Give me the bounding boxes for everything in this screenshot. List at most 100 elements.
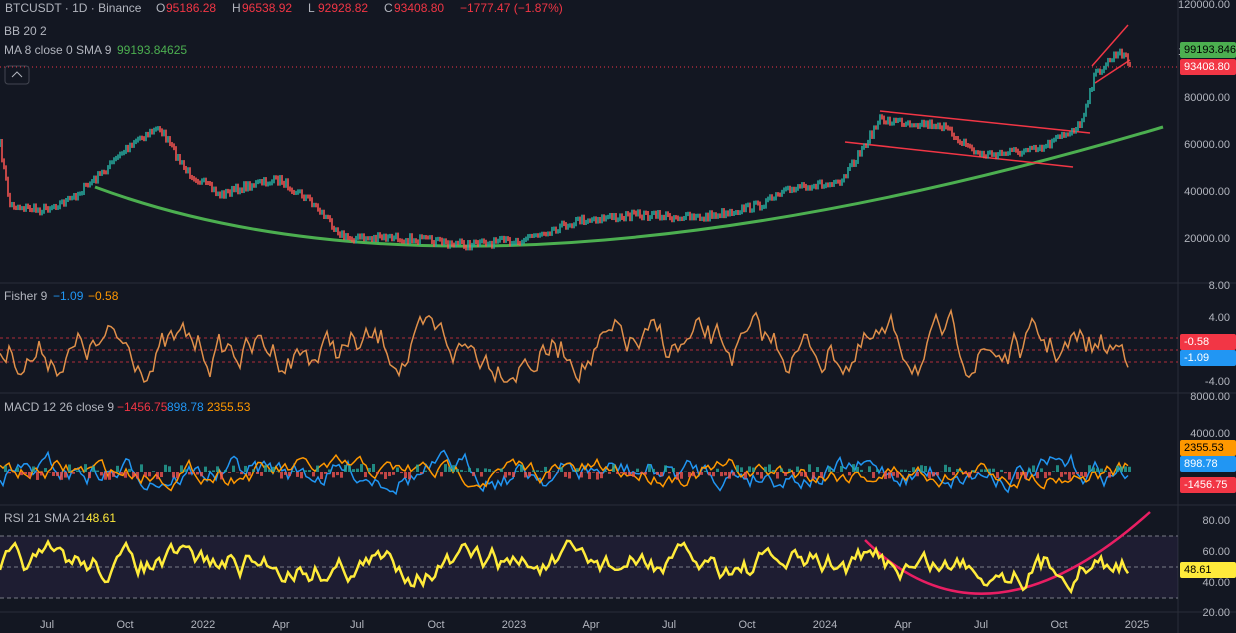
collapse-button[interactable] (4, 65, 30, 85)
histogram-bar (1100, 468, 1103, 472)
histogram-bar (828, 466, 831, 472)
histogram-bar (868, 466, 871, 472)
histogram-bar (672, 468, 675, 472)
histogram-bar (24, 472, 27, 474)
ohlc-value: 93408.80 (394, 1, 444, 15)
histogram-bar (188, 472, 191, 475)
histogram-bar (876, 469, 879, 472)
ma-value: 99193.84625 (117, 43, 187, 57)
histogram-bar (416, 464, 419, 472)
histogram-bar (240, 472, 243, 475)
histogram-bar (344, 465, 347, 472)
histogram-bar (988, 468, 991, 472)
histogram-bar (340, 472, 343, 478)
histogram-bar (312, 472, 315, 477)
ohlc-value: 92928.82 (318, 1, 368, 15)
histogram-bar (676, 472, 679, 480)
ohlc-label: O (156, 1, 165, 15)
histogram-bar (944, 464, 947, 472)
histogram-bar (1064, 472, 1067, 475)
histogram-bar (304, 470, 307, 472)
histogram-bar (268, 469, 271, 472)
histogram-bar (992, 468, 995, 472)
histogram-bar (544, 466, 547, 472)
histogram-bar (1048, 472, 1051, 476)
time-axis-label: 2022 (191, 619, 215, 631)
histogram-bar (488, 469, 491, 472)
histogram-bar (748, 466, 751, 472)
price-tag (1180, 456, 1236, 472)
price-tag (1180, 440, 1236, 456)
histogram-bar (812, 472, 815, 479)
histogram-bar (892, 472, 895, 476)
histogram-bar (180, 465, 183, 472)
histogram-bar (688, 472, 691, 478)
fisher-label: Fisher 9 (4, 289, 48, 303)
histogram-bar (308, 470, 311, 472)
histogram-bar (692, 472, 695, 477)
time-axis-label: Apr (272, 619, 289, 631)
price-tag-label: 99193.8462 (1184, 44, 1236, 56)
rsi-value: 48.61 (86, 511, 116, 525)
histogram-bar (388, 472, 391, 477)
histogram-bar (256, 472, 259, 474)
histogram-bar (512, 472, 515, 477)
histogram-bar (120, 472, 123, 475)
histogram-bar (628, 472, 631, 476)
histogram-bar (704, 470, 707, 472)
histogram-bar (1008, 472, 1011, 480)
histogram-bar (996, 472, 999, 478)
time-axis-label: Oct (116, 619, 133, 631)
histogram-bar (964, 472, 967, 475)
histogram-bar (40, 472, 43, 476)
histogram-bar (1124, 466, 1127, 472)
histogram-bar (932, 472, 935, 477)
histogram-bar (476, 468, 479, 472)
histogram-bar (1000, 469, 1003, 472)
histogram-bar (320, 472, 323, 480)
histogram-bar (300, 472, 303, 479)
histogram-bar (392, 472, 395, 475)
histogram-bar (56, 472, 59, 477)
histogram-bar (372, 464, 375, 472)
time-axis-label: 2025 (1125, 619, 1149, 631)
histogram-bar (28, 472, 31, 478)
histogram-bar (400, 472, 403, 474)
histogram-bar (580, 472, 583, 478)
histogram-bar (508, 472, 511, 476)
histogram-bar (728, 472, 731, 479)
histogram-bar (848, 472, 851, 476)
time-axis-label: Jul (350, 619, 364, 631)
histogram-bar (456, 468, 459, 472)
price-tag (1180, 42, 1236, 58)
histogram-bar (196, 472, 199, 475)
histogram-bar (720, 472, 723, 477)
histogram-bar (1128, 466, 1131, 472)
price-axis-label: 4000.00 (1190, 428, 1230, 440)
histogram-bar (1040, 468, 1043, 472)
histogram-bar (96, 470, 99, 472)
histogram-bar (592, 472, 595, 473)
price-tag-label: -1.09 (1184, 352, 1209, 364)
histogram-bar (464, 471, 467, 472)
price-axis-label: 40000.00 (1184, 186, 1230, 198)
histogram-bar (776, 472, 779, 479)
histogram-bar (8, 472, 11, 474)
time-axis-label: 2024 (813, 619, 837, 631)
histogram-bar (348, 465, 351, 472)
histogram-bar (224, 470, 227, 472)
histogram-bar (608, 472, 611, 474)
price-axis-label: 60.00 (1202, 546, 1230, 558)
histogram-bar (968, 472, 971, 477)
time-axis-label: Oct (1050, 619, 1067, 631)
histogram-bar (20, 472, 23, 476)
histogram-bar (4, 465, 7, 472)
histogram-bar (148, 472, 151, 477)
histogram-bar (140, 464, 143, 472)
histogram-bar (80, 471, 83, 472)
histogram-bar (636, 468, 639, 472)
histogram-bar (976, 472, 979, 473)
histogram-bar (396, 467, 399, 472)
